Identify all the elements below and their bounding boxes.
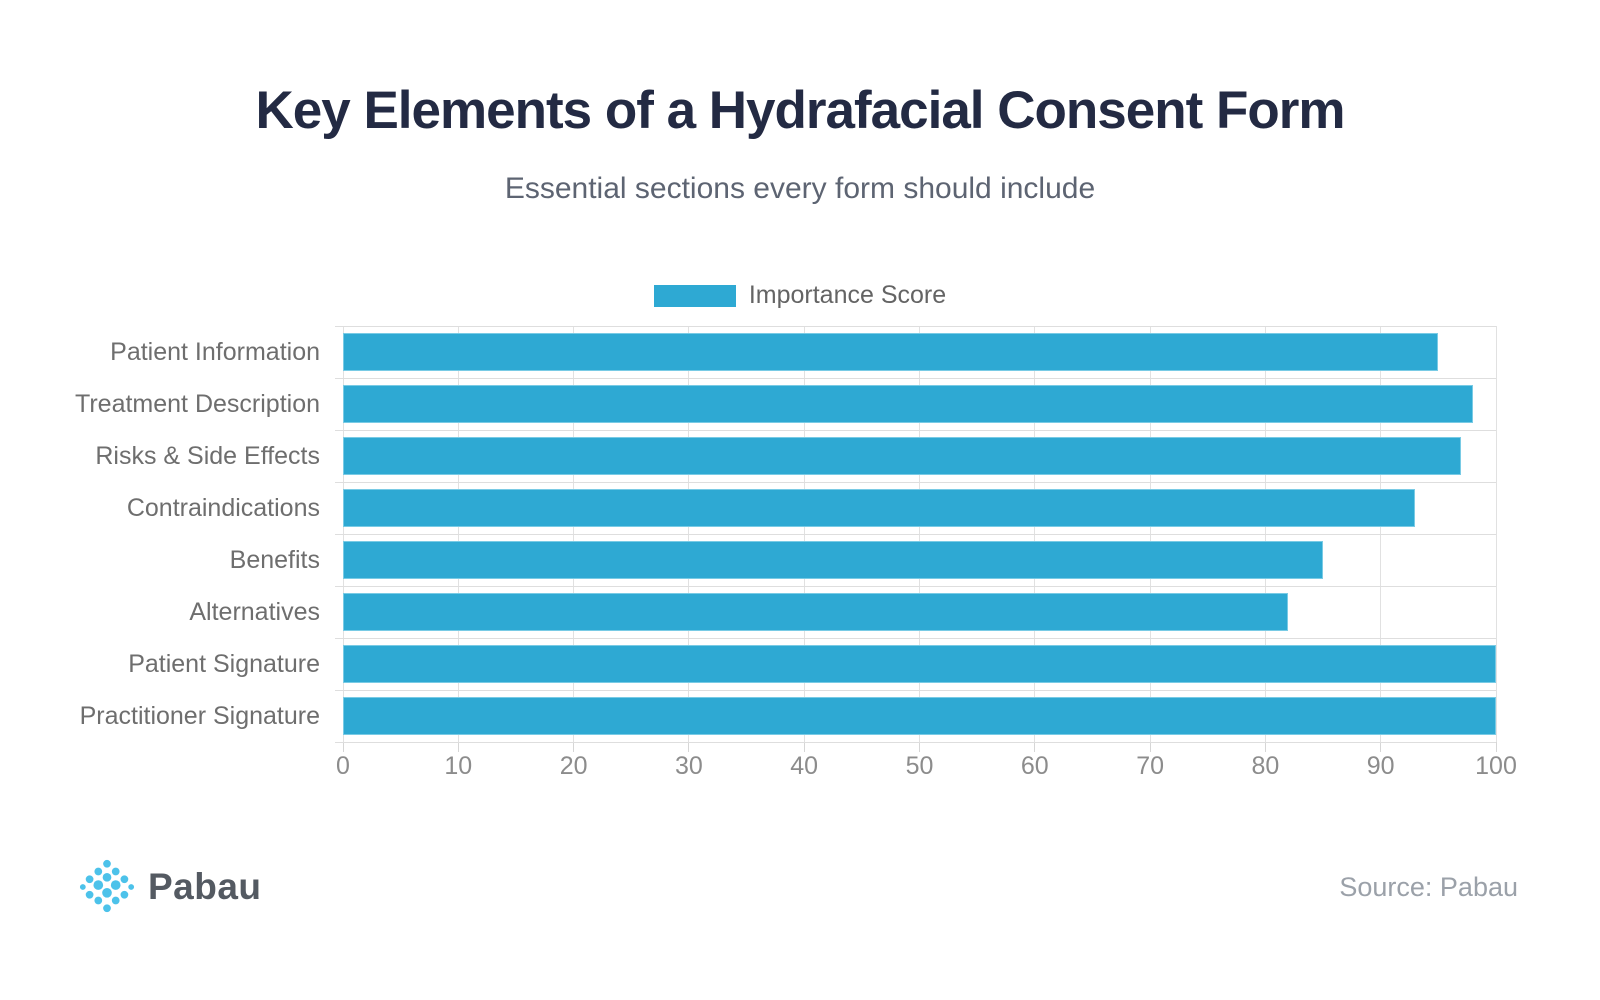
x-tick-label: 60: [1020, 752, 1049, 780]
x-tick-label: 90: [1366, 752, 1395, 780]
gridline-horizontal: [335, 637, 1496, 639]
bar: [343, 645, 1496, 683]
x-tick-label: 80: [1251, 752, 1280, 780]
brand-name: Pabau: [148, 866, 262, 907]
x-tick-label: 20: [559, 752, 588, 780]
y-category-label: Practitioner Signature: [79, 702, 320, 730]
x-axis-tick: [688, 742, 690, 752]
x-axis-tick: [457, 742, 459, 752]
source-attribution: Source: Pabau: [1339, 872, 1518, 902]
gridline-horizontal: [335, 325, 1496, 327]
x-axis-tick: [1380, 742, 1382, 752]
x-tick-label: 10: [444, 752, 473, 780]
x-axis-tick: [342, 742, 344, 752]
x-axis-tick: [1034, 742, 1036, 752]
legend-label: Importance Score: [748, 281, 947, 309]
plot-area: 0 10 20 30 40 50 60 70 80 90 100 Patient Informatio…: [75, 325, 1517, 780]
pabau-logo-icon: [79, 859, 135, 913]
y-category-label: Risks & Side Effects: [95, 442, 320, 470]
x-tick-label: 40: [790, 752, 819, 780]
x-tick-label: 50: [905, 752, 934, 780]
gridline-horizontal: [335, 377, 1496, 379]
page-title: Key Elements of a Hydrafacial Consent Fo…: [255, 81, 1346, 140]
x-axis-tick: [573, 742, 575, 752]
x-tick-label: 100: [1475, 752, 1517, 780]
x-axis-tick: [1495, 742, 1497, 752]
gridline-horizontal: [335, 741, 1496, 743]
bar: [343, 333, 1439, 371]
bar: [343, 697, 1496, 735]
x-tick-label: 70: [1136, 752, 1164, 780]
bar: [343, 593, 1289, 631]
gridline-horizontal: [335, 585, 1496, 587]
y-category-label: Benefits: [229, 546, 320, 574]
y-category-label: Contraindications: [126, 494, 320, 522]
page-subtitle: Essential sections every form should inc…: [504, 172, 1096, 205]
x-axis-tick: [803, 742, 805, 752]
gridline-horizontal: [335, 533, 1496, 535]
brand-logo: Pabau: [78, 858, 262, 916]
x-axis-tick: [1264, 742, 1266, 752]
y-category-label: Patient Signature: [128, 650, 320, 678]
y-category-label: Patient Information: [110, 338, 320, 366]
legend-swatch: [653, 284, 736, 307]
bar: [343, 541, 1324, 579]
x-tick-label: 30: [674, 752, 703, 780]
bar: [343, 385, 1473, 423]
gridline-horizontal: [335, 481, 1496, 483]
x-tick-label: 0: [336, 752, 350, 780]
gridline-horizontal: [335, 429, 1496, 431]
x-axis-tick: [919, 742, 920, 752]
bar: [343, 437, 1462, 475]
bar: [343, 489, 1416, 527]
y-category-label: Treatment Description: [75, 390, 320, 418]
y-category-label: Alternatives: [189, 598, 320, 626]
gridline-vertical: [1495, 326, 1497, 742]
chart-legend: Importance Score: [0, 281, 1600, 310]
x-axis-tick: [1149, 742, 1151, 752]
gridline-horizontal: [335, 689, 1496, 691]
